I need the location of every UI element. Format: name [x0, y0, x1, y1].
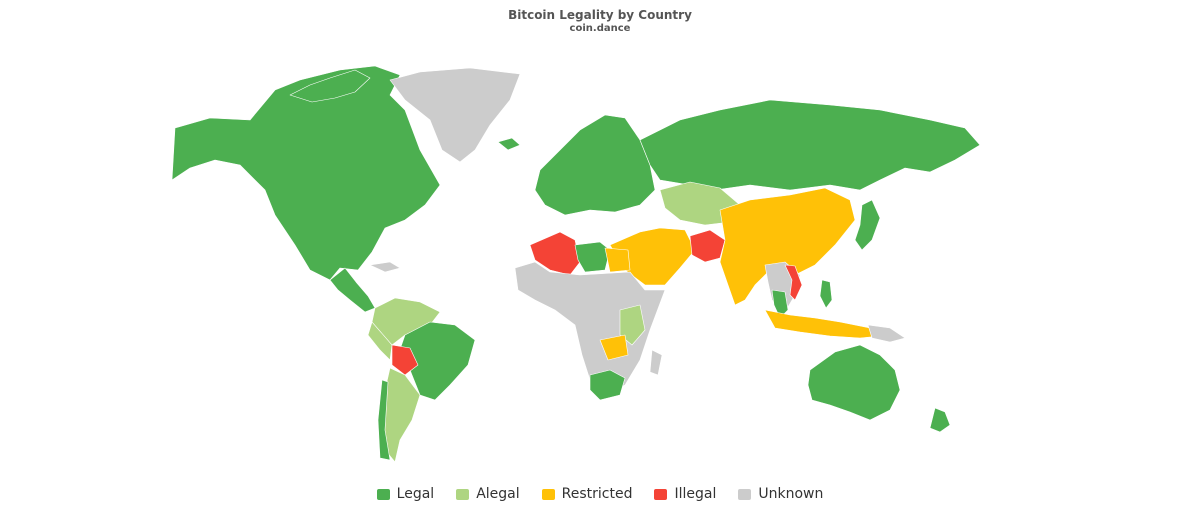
region-caribbean[interactable] — [369, 261, 401, 273]
legend-label: Alegal — [476, 486, 520, 502]
legend-label: Restricted — [561, 486, 633, 502]
region-japan[interactable] — [854, 199, 881, 251]
region-chile[interactable] — [377, 379, 391, 461]
region-new-zealand[interactable] — [929, 407, 951, 433]
legend-swatch — [541, 488, 555, 500]
map-title: Bitcoin Legality by Country — [508, 8, 692, 22]
region-central-africa[interactable] — [599, 334, 629, 361]
region-middle-east[interactable] — [609, 227, 696, 286]
region-africa[interactable] — [514, 261, 666, 396]
region-north-america[interactable] — [171, 65, 441, 281]
region-north-africa-east[interactable] — [574, 241, 611, 273]
region-madagascar[interactable] — [649, 349, 663, 376]
region-greenland[interactable] — [389, 67, 521, 163]
region-australia[interactable] — [807, 344, 901, 421]
region-russia[interactable] — [639, 99, 981, 191]
legend-label: Legal — [396, 486, 435, 502]
region-arctic-islands[interactable] — [289, 69, 371, 103]
legend-item-restricted[interactable]: Restricted — [541, 486, 633, 502]
map-subtitle: coin.dance — [569, 23, 631, 34]
region-peru[interactable] — [367, 321, 393, 361]
legend-item-alegal[interactable]: Alegal — [456, 486, 520, 502]
region-vietnam[interactable] — [784, 264, 803, 301]
legend-label: Unknown — [758, 486, 824, 502]
region-egypt[interactable] — [604, 247, 631, 273]
region-philippines[interactable] — [819, 279, 833, 309]
region-north-africa-west[interactable] — [529, 231, 581, 276]
region-indonesia[interactable] — [764, 309, 881, 339]
region-east-africa[interactable] — [619, 304, 646, 346]
region-bolivia[interactable] — [391, 344, 419, 376]
region-iceland[interactable] — [497, 137, 521, 151]
region-europe[interactable] — [534, 114, 656, 216]
region-southern-africa[interactable] — [589, 369, 626, 401]
legend-swatch — [456, 488, 470, 500]
region-central-america[interactable] — [329, 267, 376, 313]
region-south-central-asia[interactable] — [689, 229, 726, 263]
legend-swatch — [376, 488, 390, 500]
legend-item-legal[interactable]: Legal — [376, 486, 435, 502]
legend-swatch — [654, 488, 668, 500]
legend-item-unknown[interactable]: Unknown — [738, 486, 823, 502]
legend: Legal Alegal Restricted Illegal Unknown — [0, 486, 1200, 502]
legend-label: Illegal — [674, 486, 717, 502]
legend-item-illegal[interactable]: Illegal — [654, 486, 716, 502]
region-new-guinea[interactable] — [867, 324, 906, 343]
legend-swatch — [738, 488, 752, 500]
